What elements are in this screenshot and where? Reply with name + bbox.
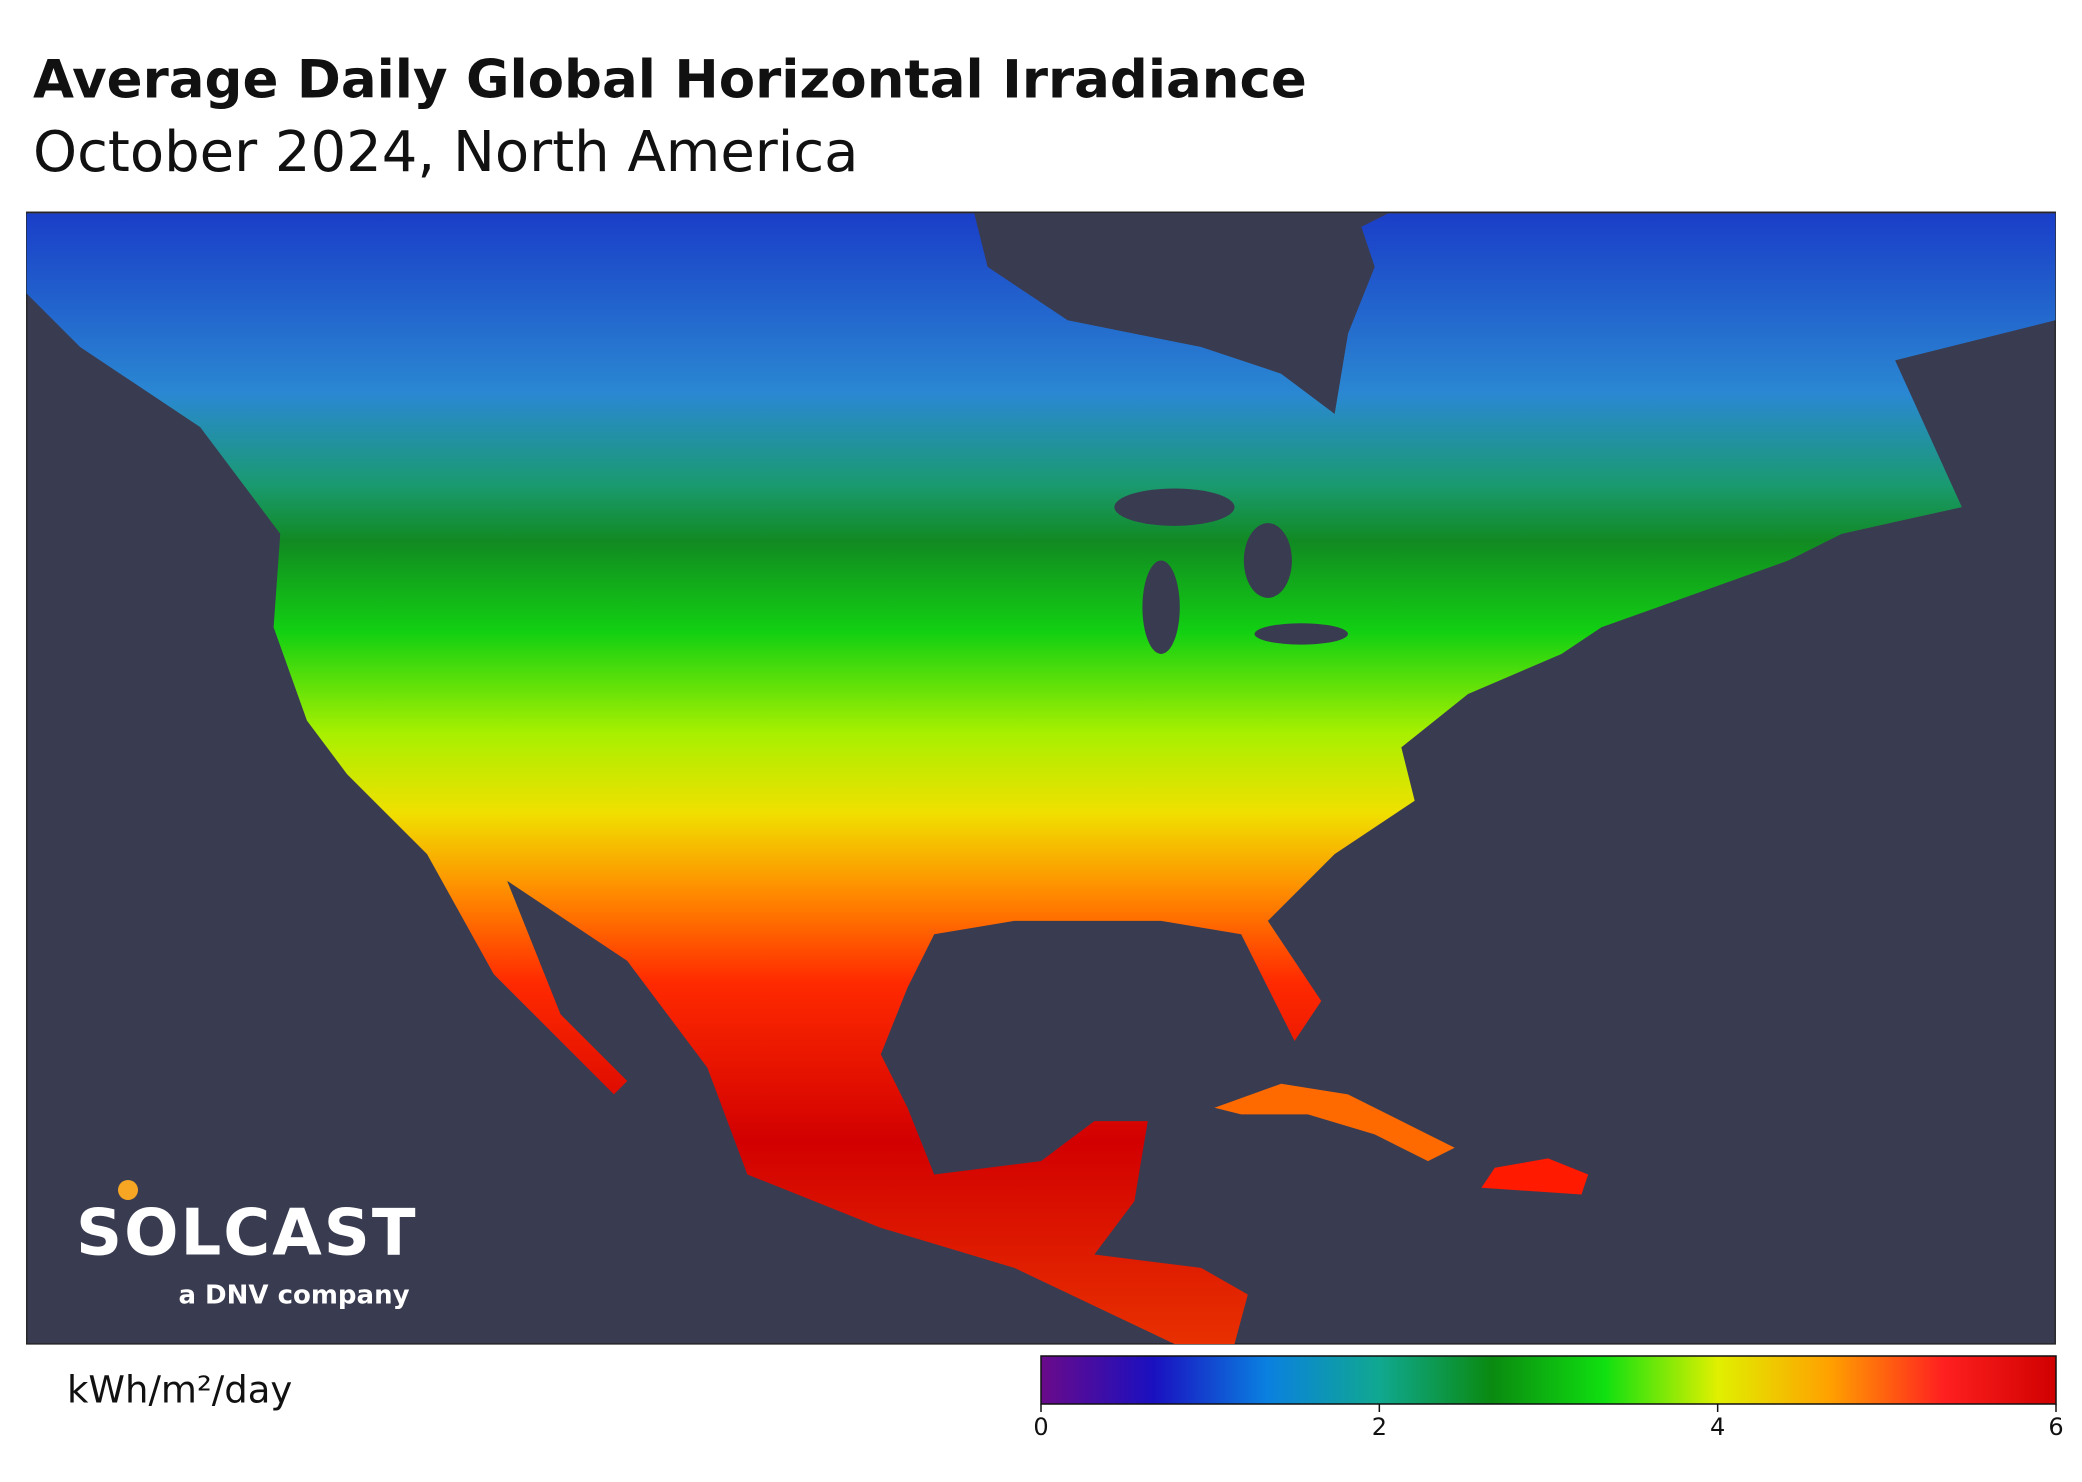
logo: SOLCAST a DNV company [76,1180,418,1311]
hispaniola [1481,1158,1589,1195]
lake-superior [1114,488,1235,526]
colorbar [1040,1355,2057,1405]
logo-tagline: a DNV company [178,1281,409,1311]
colorbar-label: kWh/m²/day [67,1369,292,1412]
logo-name: SOLCAST [76,1197,418,1271]
lake-michigan [1142,560,1180,654]
logo-sun [118,1180,138,1200]
title: Average Daily Global Horizontal Irradian… [33,50,1307,111]
lake-huron [1243,523,1292,598]
map [26,211,2056,1345]
colorbar-tick-label: 0 [1033,1413,1048,1441]
lake-erie [1254,623,1348,645]
colorbar-tick-label: 6 [2048,1413,2063,1441]
land [26,213,2056,1344]
colorbar-tick-label: 2 [1372,1413,1387,1441]
hudson-bay [1281,226,1375,414]
colorbar-tick-label: 4 [1710,1413,1725,1441]
subtitle: October 2024, North America [33,120,858,185]
cuba [1214,1083,1455,1162]
